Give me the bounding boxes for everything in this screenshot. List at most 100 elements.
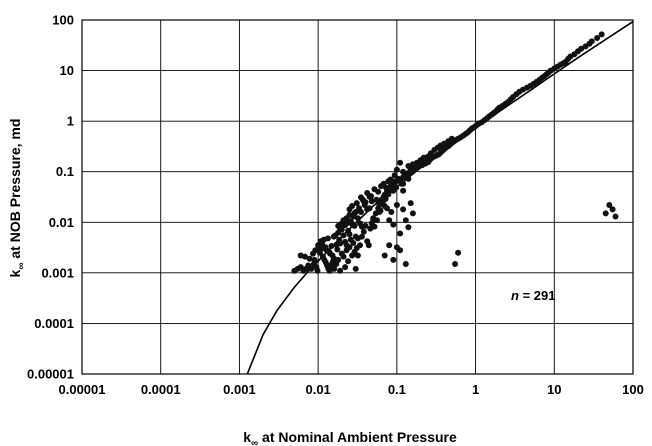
data-point xyxy=(352,265,359,272)
data-point xyxy=(407,200,414,207)
data-point xyxy=(350,240,357,246)
data-point xyxy=(358,209,364,215)
data-point xyxy=(402,261,409,267)
data-point xyxy=(340,253,347,260)
x-tick-labels: 0.00001 0.0001 0.001 0.01 0.1 1 10 100 xyxy=(59,382,644,397)
data-point xyxy=(334,246,341,253)
data-point xyxy=(357,242,363,249)
y-tick-label: 0.0001 xyxy=(34,316,74,331)
y-tick-label: 100 xyxy=(52,13,74,28)
data-point xyxy=(400,168,407,175)
data-point xyxy=(609,206,616,213)
data-point xyxy=(346,244,353,251)
data-point xyxy=(391,172,398,179)
x-tick-label: 10 xyxy=(547,382,561,397)
data-point xyxy=(311,256,318,263)
y-tick-label: 0.001 xyxy=(41,265,74,280)
data-point xyxy=(366,205,373,212)
y-tick-label: 1 xyxy=(67,114,74,129)
data-point xyxy=(594,35,601,41)
data-point xyxy=(409,210,416,217)
data-point xyxy=(373,196,380,203)
data-point xyxy=(384,205,390,212)
n-value: = 291 xyxy=(519,288,556,303)
data-point xyxy=(353,200,360,207)
data-point xyxy=(354,215,361,222)
data-point xyxy=(329,252,336,259)
sample-size-annotation: n = 291 xyxy=(511,288,555,303)
data-point xyxy=(400,187,407,194)
data-point xyxy=(360,198,367,205)
data-point xyxy=(314,267,321,274)
data-point xyxy=(351,210,358,217)
data-point xyxy=(397,230,404,237)
data-point xyxy=(337,225,344,232)
data-point xyxy=(405,175,412,182)
y-tick-label: 0.00001 xyxy=(27,367,74,382)
data-point xyxy=(405,163,412,169)
data-point xyxy=(368,193,374,200)
data-point xyxy=(328,243,335,249)
data-point xyxy=(370,217,377,224)
data-point xyxy=(324,235,331,242)
data-point xyxy=(349,203,356,209)
data-point xyxy=(389,178,396,185)
data-point xyxy=(302,253,308,260)
data-point xyxy=(390,256,397,263)
data-point xyxy=(365,242,372,249)
data-point xyxy=(602,210,609,217)
data-point xyxy=(382,195,389,202)
data-point xyxy=(360,228,367,235)
data-point xyxy=(306,255,313,262)
y-tick-label: 0.1 xyxy=(56,164,74,179)
x-axis-title-rest: at Nominal Ambient Pressure xyxy=(258,429,457,445)
data-point xyxy=(452,261,459,267)
data-point xyxy=(337,240,344,247)
data-point xyxy=(362,222,369,229)
data-point xyxy=(397,247,404,254)
data-point xyxy=(393,202,400,208)
trend-curve xyxy=(246,20,634,375)
x-tick-label: 100 xyxy=(622,382,644,397)
y-tick-labels: 0.00001 0.0001 0.001 0.01 0.1 1 10 100 xyxy=(27,13,74,382)
x-tick-label: 0.01 xyxy=(305,382,330,397)
data-point xyxy=(455,249,462,256)
data-point xyxy=(383,184,390,191)
data-point xyxy=(354,252,361,259)
data-point xyxy=(400,180,407,187)
data-point xyxy=(376,209,383,215)
data-point xyxy=(351,222,358,229)
y-axis-title-rest: at NOB Pressure, md xyxy=(7,119,23,263)
data-point xyxy=(405,224,412,231)
data-point xyxy=(381,252,388,259)
x-tick-label: 0.1 xyxy=(388,382,406,397)
data-point xyxy=(588,38,595,45)
data-point xyxy=(390,221,397,228)
data-point xyxy=(386,217,393,224)
data-point xyxy=(335,256,342,263)
data-point xyxy=(358,233,365,240)
data-point xyxy=(331,265,338,272)
data-point xyxy=(340,232,347,239)
data-point xyxy=(397,159,404,166)
y-axis-title-k: k xyxy=(7,269,23,277)
y-tick-label: 0.01 xyxy=(49,215,74,230)
data-point xyxy=(606,202,613,208)
plot-frame xyxy=(81,19,634,375)
x-axis-title: k∞ at Nominal Ambient Pressure xyxy=(243,429,457,446)
data-point xyxy=(345,258,352,265)
x-tick-label: 0.00001 xyxy=(59,382,106,397)
x-axis-title-k: k xyxy=(243,429,251,445)
x-tick-label: 1 xyxy=(472,382,479,397)
data-point xyxy=(388,209,395,215)
data-point xyxy=(448,135,455,142)
data-point xyxy=(598,31,605,38)
data-point xyxy=(578,45,585,52)
data-point xyxy=(346,231,353,238)
y-axis-title: k∞ at NOB Pressure, md xyxy=(7,119,27,278)
data-point xyxy=(407,168,414,175)
y-axis-title-subscript: ∞ xyxy=(16,263,27,270)
data-point xyxy=(312,247,319,254)
data-point xyxy=(308,265,315,272)
